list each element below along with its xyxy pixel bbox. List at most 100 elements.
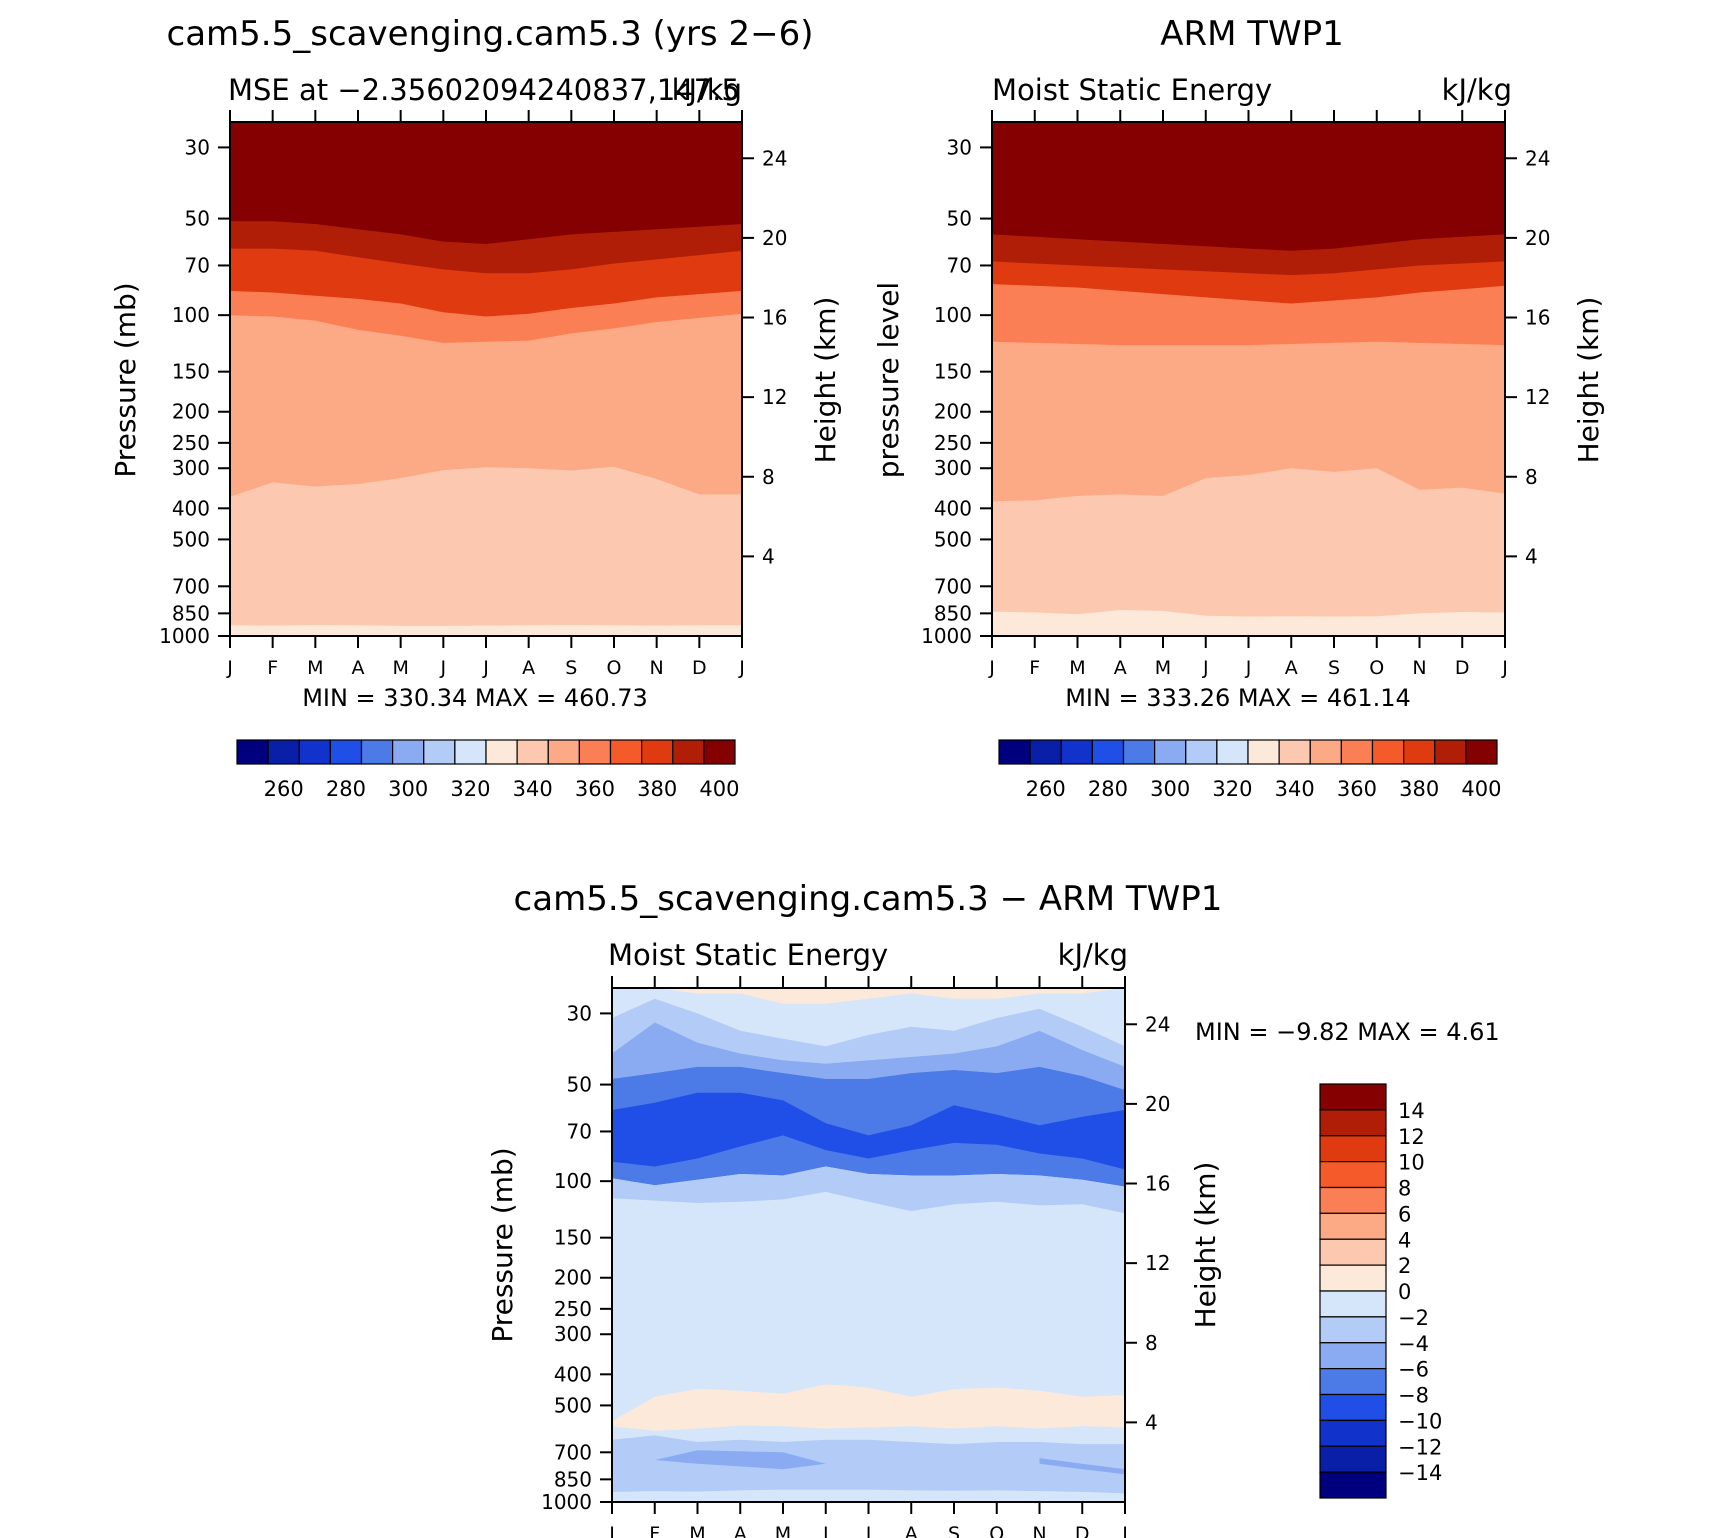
height-tick-label: 16: [1525, 306, 1550, 330]
colorbar-swatch: [1319, 1471, 1387, 1499]
panel2-colorbar: 260 280 300 320 340 360 380 400: [998, 739, 1501, 801]
x-tick-label: J: [1121, 1523, 1128, 1538]
x-tick-label: O: [607, 657, 622, 679]
colorbar-swatch: [1216, 739, 1249, 765]
colorbar-swatch: [485, 739, 518, 765]
y-tick-label: 700: [554, 1440, 592, 1464]
colorbar-label: −6: [1398, 1358, 1429, 1382]
colorbar-label: 360: [1337, 777, 1377, 801]
height-tick-label: 4: [1525, 544, 1538, 568]
fill-pocket: [654, 1450, 826, 1470]
x-tick-label: A: [734, 1523, 747, 1538]
colorbar-swatch: [1185, 739, 1218, 765]
colorbar-swatch: [1319, 1135, 1387, 1163]
height-tick-label: 16: [1145, 1172, 1170, 1196]
x-tick-label: J: [1501, 657, 1508, 679]
colorbar-swatch: [423, 739, 456, 765]
x-tick-label: F: [1029, 657, 1040, 679]
x-tick-label: J: [608, 1523, 615, 1538]
colorbar-label: −4: [1398, 1332, 1429, 1356]
x-tick-label: S: [1328, 657, 1340, 679]
fill-band: [612, 988, 1125, 1004]
fill-band: [612, 1022, 1125, 1090]
colorbar-swatch: [1319, 1109, 1387, 1137]
colorbar-swatch: [454, 739, 487, 765]
colorbar-swatch: [1319, 1342, 1387, 1370]
panel3-min-max: MIN = −9.82 MAX = 4.61: [1195, 1018, 1500, 1046]
colorbar-swatch: [1319, 1290, 1387, 1318]
height-tick-label: 24: [762, 146, 787, 170]
y-tick-label: 850: [172, 601, 210, 625]
colorbar-swatch: [1319, 1393, 1387, 1421]
panel1-subtitle-left: MSE at −2.35602094240837,147.5: [228, 73, 740, 107]
panel1-ylabel: Pressure (mb): [109, 282, 142, 477]
x-tick-label: F: [267, 657, 278, 679]
x-tick-label: A: [905, 1523, 918, 1538]
height-tick-label: 12: [1145, 1251, 1170, 1275]
colorbar-label: −14: [1398, 1461, 1442, 1485]
colorbar-swatch: [547, 739, 580, 765]
panel3-title: cam5.5_scavenging.cam5.3 − ARM TWP1: [514, 879, 1223, 919]
x-tick-label: O: [1369, 657, 1384, 679]
x-tick-label: N: [650, 657, 664, 679]
y-tick-label: 400: [934, 496, 972, 520]
y-tick-label: 850: [934, 601, 972, 625]
x-tick-label: J: [1202, 657, 1209, 679]
x-tick-label: A: [352, 657, 365, 679]
panel-difference: cam5.5_scavenging.cam5.3 − ARM TWP1 Mois…: [486, 879, 1500, 1538]
colorbar-swatch: [1319, 1316, 1387, 1344]
colorbar-label: 300: [388, 777, 428, 801]
panel1-subtitle-right: kJ/kg: [672, 73, 742, 107]
panel-obs: ARM TWP1 Moist Static Energy kJ/kg 30 50 7…: [872, 14, 1605, 801]
y-tick-label: 1000: [541, 1490, 592, 1514]
y-tick-label: 100: [172, 303, 210, 327]
colorbar-label: −10: [1398, 1409, 1442, 1433]
y-tick-label: 70: [567, 1119, 592, 1143]
colorbar-swatch: [1319, 1419, 1387, 1447]
colorbar-swatch: [578, 739, 612, 765]
y-tick-label: 150: [554, 1226, 592, 1250]
fill-band: [230, 625, 742, 636]
colorbar-label: 2: [1398, 1254, 1411, 1278]
colorbar-label: 300: [1150, 777, 1190, 801]
y-tick-label: 250: [554, 1297, 592, 1321]
colorbar-swatch: [236, 739, 269, 765]
colorbar-label: 260: [264, 777, 304, 801]
colorbar-label: 14: [1398, 1099, 1425, 1123]
y-tick-label: 50: [567, 1073, 592, 1097]
panel1-min-max: MIN = 330.34 MAX = 460.73: [302, 684, 648, 712]
colorbar-label: 360: [575, 777, 615, 801]
colorbar-label: 280: [326, 777, 366, 801]
x-tick-label: A: [1285, 657, 1298, 679]
height-tick-label: 4: [762, 544, 775, 568]
colorbar-swatch: [1434, 739, 1467, 765]
colorbar-label: 8: [1398, 1177, 1411, 1201]
height-tick-label: 24: [1525, 146, 1550, 170]
colorbar-swatch: [1319, 1368, 1387, 1396]
colorbar-swatch: [1319, 1186, 1387, 1214]
panel1-ylabel-right: Height (km): [809, 297, 842, 464]
y-tick-label: 300: [554, 1322, 592, 1346]
colorbar-swatch: [298, 739, 331, 765]
x-tick-label: N: [1412, 657, 1426, 679]
x-tick-label: M: [1069, 657, 1085, 679]
panel2-title: ARM TWP1: [1160, 14, 1344, 54]
fill-band: [612, 998, 1125, 1067]
fill-band: [992, 610, 1505, 636]
y-tick-label: 500: [934, 527, 972, 551]
y-tick-label: 400: [172, 496, 210, 520]
x-tick-label: A: [1114, 657, 1127, 679]
height-tick-label: 20: [1145, 1092, 1170, 1116]
y-tick-label: 70: [947, 253, 972, 277]
panel3-subtitle-right: kJ/kg: [1058, 938, 1128, 972]
x-tick-label: F: [649, 1523, 660, 1538]
x-tick-label: J: [738, 657, 745, 679]
contour-fills: [992, 122, 1505, 636]
y-tick-label: 50: [947, 207, 972, 231]
x-tick-label: J: [482, 657, 489, 679]
colorbar-label: −8: [1398, 1384, 1429, 1408]
colorbar-swatch: [1029, 739, 1062, 765]
height-tick-label: 12: [1525, 385, 1550, 409]
x-tick-label: M: [689, 1523, 705, 1538]
